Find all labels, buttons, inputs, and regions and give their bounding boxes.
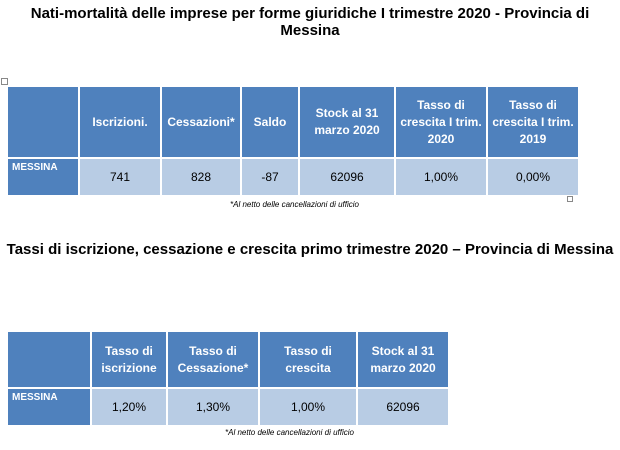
header-stock: Stock al 31 marzo 2020 (300, 87, 394, 157)
footnote-table1: *Al netto delle cancellazioni di ufficio (230, 200, 359, 209)
table-corner-cell (8, 87, 78, 157)
cell-tasso-crescita-2020: 1,00% (396, 159, 486, 195)
table-corner-cell (8, 332, 90, 387)
table-nati-mortalita: Iscrizioni. Cessazioni* Saldo Stock al 3… (6, 85, 580, 197)
cell-stock: 62096 (300, 159, 394, 195)
table-row: MESSINA 1,20% 1,30% 1,00% 62096 (8, 389, 448, 425)
table-header-row: Tasso di iscrizione Tasso di Cessazione*… (8, 332, 448, 387)
table-row: MESSINA 741 828 -87 62096 1,00% 0,00% (8, 159, 578, 195)
title-nati-mortalita: Nati-mortalità delle imprese per forme g… (30, 5, 590, 39)
row-label-messina: MESSINA (8, 159, 78, 195)
header-tasso-crescita: Tasso di crescita (260, 332, 356, 387)
cell-iscrizioni: 741 (80, 159, 160, 195)
cell-stock: 62096 (358, 389, 448, 425)
footnote-table2: *Al netto delle cancellazioni di ufficio (225, 428, 354, 437)
header-saldo: Saldo (242, 87, 298, 157)
table-header-row: Iscrizioni. Cessazioni* Saldo Stock al 3… (8, 87, 578, 157)
header-tasso-crescita-2020: Tasso di crescita I trim. 2020 (396, 87, 486, 157)
cell-cessazioni: 828 (162, 159, 240, 195)
header-tasso-cessazione: Tasso di Cessazione* (168, 332, 258, 387)
header-tasso-crescita-2019: Tasso di crescita I trim. 2019 (488, 87, 578, 157)
table-resize-handle-icon[interactable] (567, 196, 573, 202)
header-iscrizioni: Iscrizioni. (80, 87, 160, 157)
row-label-messina: MESSINA (8, 389, 90, 425)
header-stock: Stock al 31 marzo 2020 (358, 332, 448, 387)
table-nati-mortalita-container: Iscrizioni. Cessazioni* Saldo Stock al 3… (6, 85, 580, 197)
table-move-handle-icon[interactable] (1, 78, 8, 85)
header-tasso-iscrizione: Tasso di iscrizione (92, 332, 166, 387)
table-tassi: Tasso di iscrizione Tasso di Cessazione*… (6, 330, 450, 427)
title-tassi: Tassi di iscrizione, cessazione e cresci… (6, 241, 614, 258)
header-cessazioni: Cessazioni* (162, 87, 240, 157)
cell-tasso-iscrizione: 1,20% (92, 389, 166, 425)
cell-tasso-crescita-2019: 0,00% (488, 159, 578, 195)
table-tassi-container: Tasso di iscrizione Tasso di Cessazione*… (6, 330, 450, 427)
cell-saldo: -87 (242, 159, 298, 195)
cell-tasso-cessazione: 1,30% (168, 389, 258, 425)
cell-tasso-crescita: 1,00% (260, 389, 356, 425)
